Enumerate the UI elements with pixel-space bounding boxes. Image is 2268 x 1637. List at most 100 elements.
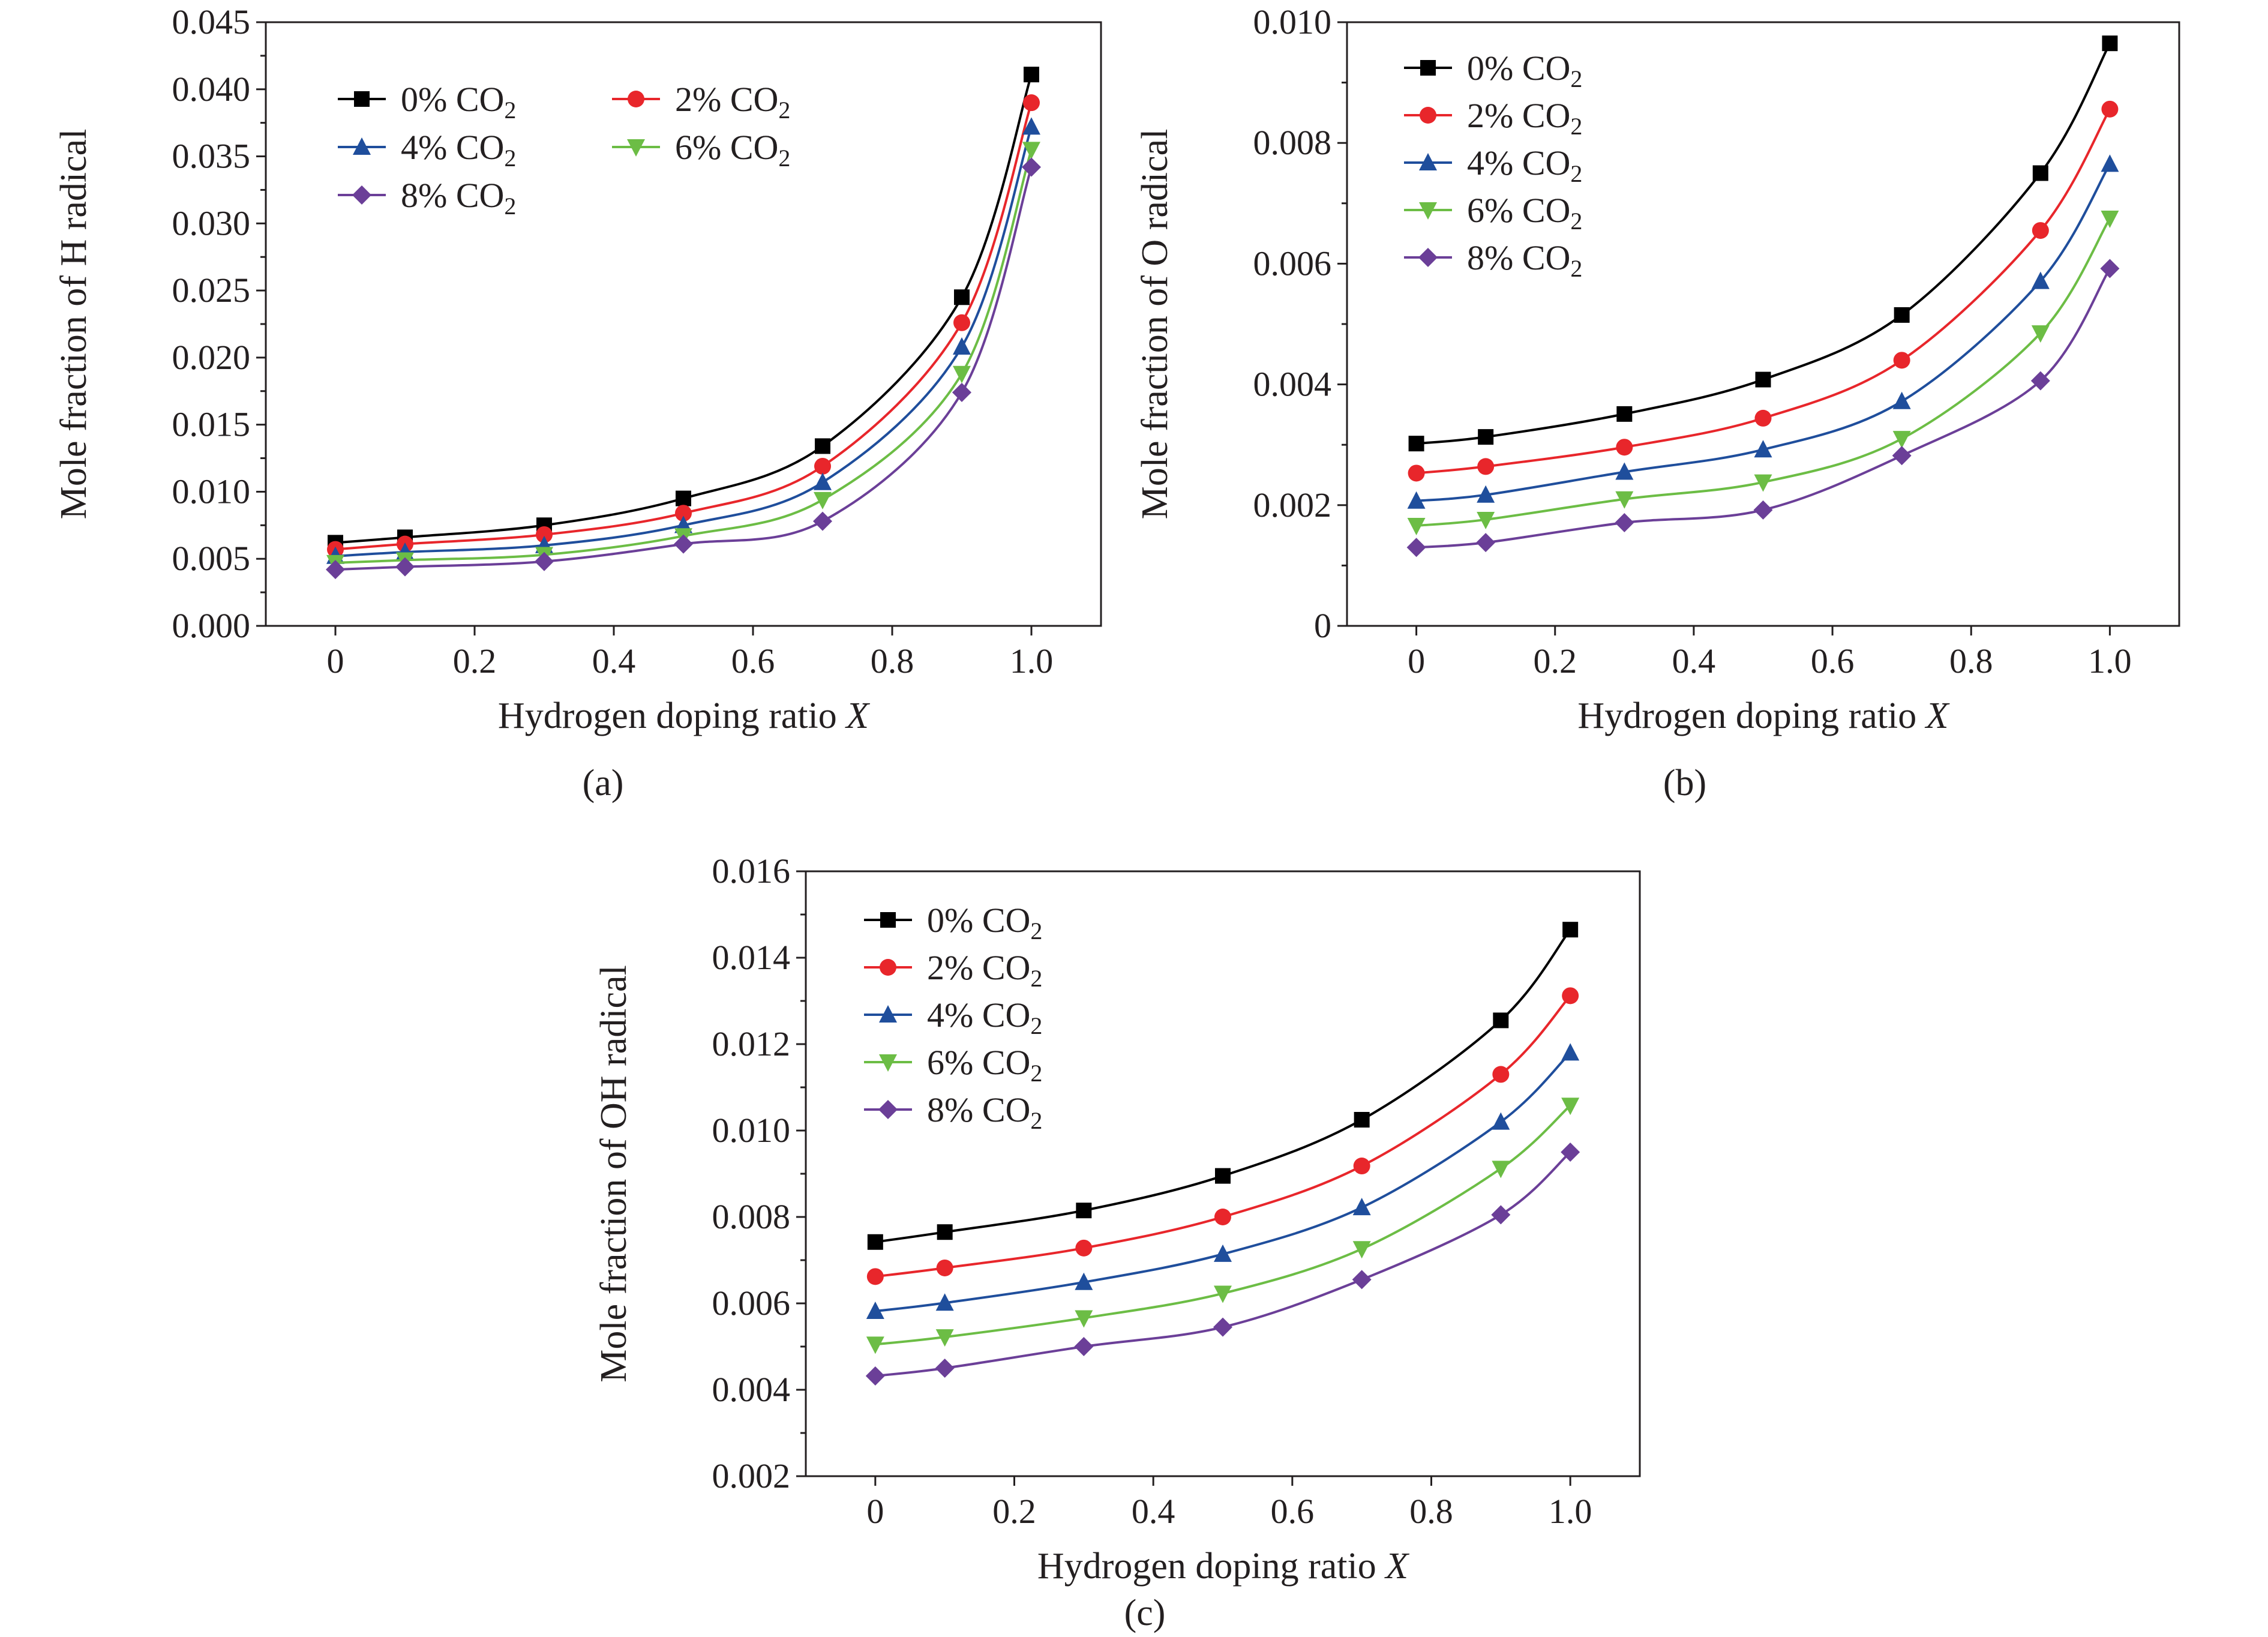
legend-marker bbox=[627, 139, 645, 157]
legend-label: 8% CO2 bbox=[927, 1090, 1042, 1134]
legend-marker bbox=[352, 185, 371, 205]
series-3 bbox=[866, 1098, 1580, 1354]
data-point bbox=[815, 438, 830, 454]
data-point bbox=[1615, 462, 1634, 480]
legend-label: 8% CO2 bbox=[401, 176, 516, 220]
y-axis-label: Mole fraction of OH radical bbox=[593, 965, 634, 1383]
data-point bbox=[1476, 533, 1496, 553]
data-point bbox=[1022, 142, 1040, 160]
x-tick-label: 1.0 bbox=[1010, 641, 1054, 680]
series-4 bbox=[326, 157, 1041, 580]
y-tick-label: 0.016 bbox=[712, 852, 791, 891]
panel-label: (a) bbox=[583, 763, 624, 803]
series-line bbox=[335, 166, 1033, 571]
y-tick-label: 0.004 bbox=[1253, 365, 1332, 404]
data-point bbox=[866, 1268, 884, 1285]
data-point bbox=[935, 1293, 954, 1311]
data-point bbox=[395, 557, 415, 577]
y-tick-label: 0.010 bbox=[712, 1111, 791, 1150]
data-point bbox=[1562, 987, 1579, 1005]
x-axis-label: Hydrogen doping ratio X bbox=[1037, 1546, 1409, 1587]
data-point bbox=[2031, 271, 2050, 289]
data-point bbox=[2101, 100, 2119, 118]
x-tick-label: 0 bbox=[327, 641, 344, 680]
legend-entry: 0% CO2 bbox=[864, 901, 1042, 945]
panel-label: (c) bbox=[1124, 1593, 1166, 1633]
data-point bbox=[1562, 922, 1579, 938]
series-1 bbox=[866, 987, 1579, 1285]
legend-marker bbox=[1420, 107, 1436, 124]
data-point bbox=[1215, 1168, 1231, 1184]
legend-label: 6% CO2 bbox=[675, 128, 790, 172]
data-point bbox=[1023, 94, 1040, 112]
data-point bbox=[1408, 436, 1424, 452]
data-point bbox=[1354, 1112, 1370, 1128]
legend-marker bbox=[354, 91, 370, 107]
y-tick-label: 0.010 bbox=[172, 472, 251, 511]
data-point bbox=[2032, 165, 2048, 181]
x-tick-label: 0.4 bbox=[1132, 1492, 1175, 1531]
y-axis-label: Mole fraction of O radical bbox=[1135, 129, 1175, 520]
data-point bbox=[1213, 1317, 1232, 1337]
legend-marker bbox=[1418, 248, 1438, 267]
data-point bbox=[1214, 1285, 1232, 1303]
data-point bbox=[674, 534, 693, 554]
data-point bbox=[814, 491, 832, 509]
legend-label: 4% CO2 bbox=[401, 128, 516, 172]
series-2 bbox=[1407, 154, 2119, 509]
legend-marker bbox=[880, 959, 896, 976]
legend-marker bbox=[879, 1054, 897, 1072]
series-0 bbox=[1408, 35, 2118, 452]
data-point bbox=[1561, 1043, 1580, 1061]
y-tick-label: 0.008 bbox=[1253, 123, 1332, 162]
data-point bbox=[866, 1336, 884, 1354]
data-point bbox=[953, 365, 971, 383]
legend-label: 0% CO2 bbox=[1467, 49, 1582, 92]
data-point bbox=[1075, 1239, 1093, 1257]
data-point bbox=[2101, 154, 2119, 172]
data-point bbox=[1352, 1241, 1371, 1259]
legend-entry: 6% CO2 bbox=[612, 128, 790, 172]
data-point bbox=[536, 526, 553, 543]
legend-entry: 8% CO2 bbox=[338, 176, 516, 220]
data-point bbox=[1477, 511, 1495, 529]
x-tick-label: 0.2 bbox=[992, 1492, 1036, 1531]
legend-label: 2% CO2 bbox=[675, 80, 790, 124]
y-tick-label: 0.020 bbox=[172, 338, 251, 377]
legend-entry: 2% CO2 bbox=[1404, 96, 1582, 140]
y-tick-label: 0.008 bbox=[712, 1197, 791, 1236]
x-tick-label: 1.0 bbox=[1549, 1492, 1592, 1531]
data-point bbox=[1477, 485, 1495, 503]
x-tick-label: 0.2 bbox=[453, 641, 497, 680]
data-point bbox=[866, 1301, 884, 1319]
data-point bbox=[1754, 409, 1772, 427]
series-line bbox=[335, 149, 1033, 564]
x-tick-label: 0.4 bbox=[592, 641, 636, 680]
data-point bbox=[1477, 458, 1495, 475]
y-tick-label: 0.045 bbox=[172, 2, 251, 41]
series-line bbox=[335, 74, 1033, 544]
data-point bbox=[1493, 1012, 1509, 1029]
data-point bbox=[1214, 1209, 1231, 1225]
data-point bbox=[1075, 1310, 1093, 1328]
legend-entry: 6% CO2 bbox=[864, 1043, 1042, 1087]
series-4 bbox=[1406, 259, 2120, 557]
data-point bbox=[1561, 1143, 1580, 1162]
x-tick-label: 0.4 bbox=[1672, 641, 1716, 680]
data-point bbox=[1616, 439, 1633, 456]
data-point bbox=[953, 337, 971, 355]
legend-entry: 8% CO2 bbox=[864, 1090, 1042, 1134]
data-point bbox=[2031, 325, 2050, 343]
legend-marker bbox=[628, 91, 644, 107]
data-point bbox=[1022, 117, 1040, 135]
data-point bbox=[1074, 1337, 1094, 1356]
data-point bbox=[2032, 222, 2049, 239]
y-tick-label: 0.010 bbox=[1253, 2, 1332, 41]
series-2 bbox=[866, 1043, 1580, 1319]
data-point bbox=[935, 1329, 954, 1347]
data-point bbox=[535, 551, 554, 571]
legend-label: 6% CO2 bbox=[1467, 191, 1582, 235]
data-point bbox=[1492, 1066, 1510, 1083]
data-point bbox=[1492, 1112, 1510, 1130]
data-point bbox=[1408, 464, 1425, 482]
